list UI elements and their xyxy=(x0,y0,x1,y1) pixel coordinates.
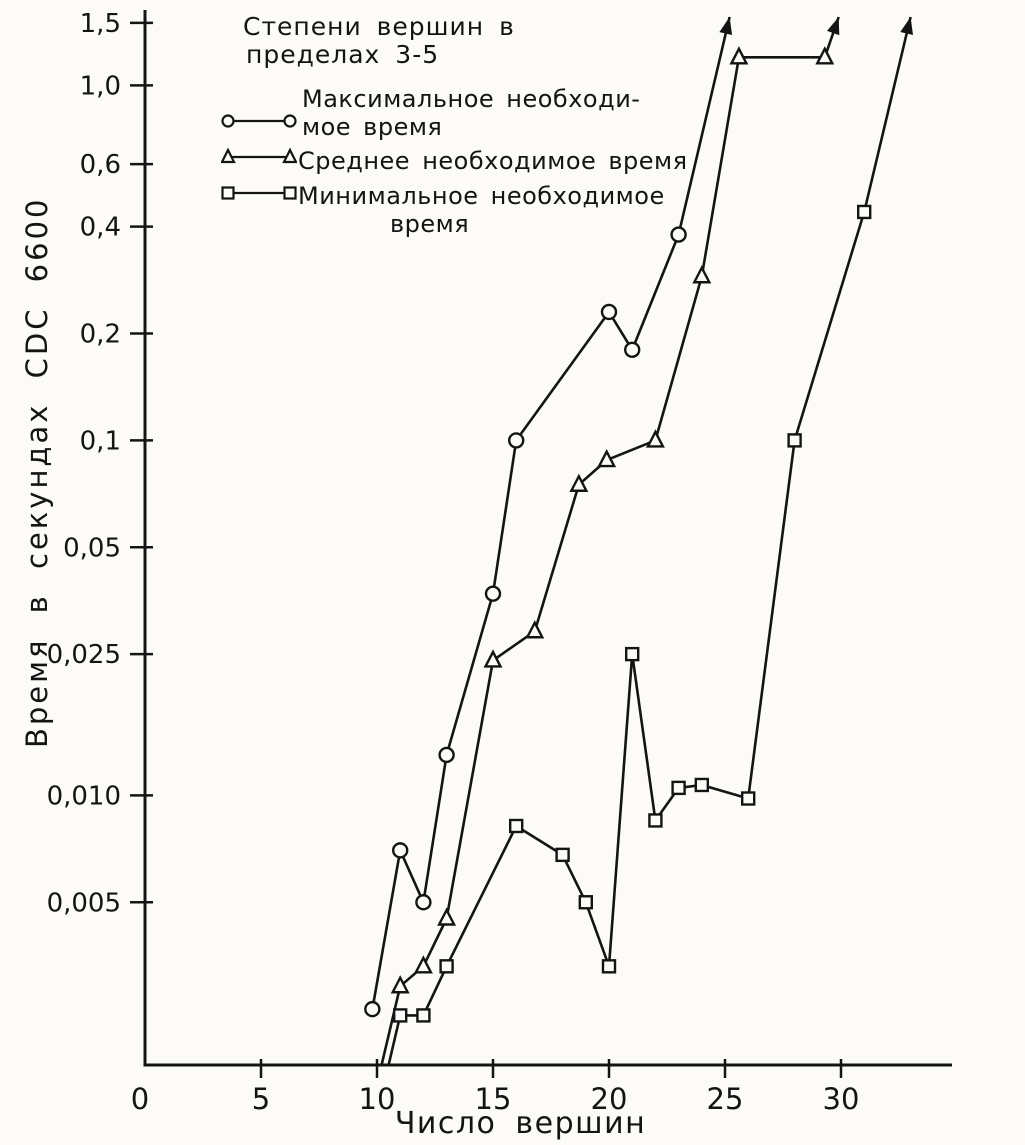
triangle-marker-icon xyxy=(221,147,297,164)
chart-annotation-line1: Степени вершин в xyxy=(243,12,515,41)
y-axis-label: Время в секундах CDC 6600 xyxy=(20,196,54,748)
svg-text:1,0: 1,0 xyxy=(80,71,121,101)
legend-max-label-line2: мое время xyxy=(302,113,443,141)
legend-min-label-line2: время xyxy=(390,210,470,238)
svg-text:0,6: 0,6 xyxy=(80,150,121,180)
circle-marker-icon xyxy=(221,114,297,128)
square-marker-icon xyxy=(221,186,297,200)
x-axis-label: Число вершин xyxy=(0,1106,1025,1141)
chart-annotation-line2: пределах 3-5 xyxy=(246,40,440,69)
svg-text:0,1: 0,1 xyxy=(80,426,121,456)
svg-text:20: 20 xyxy=(591,1082,628,1116)
svg-text:0,4: 0,4 xyxy=(80,213,121,243)
svg-text:10: 10 xyxy=(359,1082,396,1116)
svg-text:1,5: 1,5 xyxy=(80,9,121,39)
svg-text:0,2: 0,2 xyxy=(80,320,121,350)
svg-text:0,010: 0,010 xyxy=(47,781,121,811)
svg-text:30: 30 xyxy=(823,1082,860,1116)
svg-text:0: 0 xyxy=(131,1082,149,1116)
svg-text:15: 15 xyxy=(475,1082,512,1116)
svg-text:0,05: 0,05 xyxy=(63,533,121,563)
legend-avg-label: Среднее необходимое время xyxy=(298,147,688,175)
svg-text:0,025: 0,025 xyxy=(47,640,121,670)
x-axis-label-text: Число вершин xyxy=(394,1106,647,1141)
legend-min-label-line1: Минимальное необходимое xyxy=(298,182,665,210)
legend-max-label-line1: Максимальное необходи- xyxy=(302,85,641,113)
svg-text:5: 5 xyxy=(252,1082,270,1116)
svg-text:0,005: 0,005 xyxy=(47,888,121,918)
svg-text:25: 25 xyxy=(707,1082,744,1116)
